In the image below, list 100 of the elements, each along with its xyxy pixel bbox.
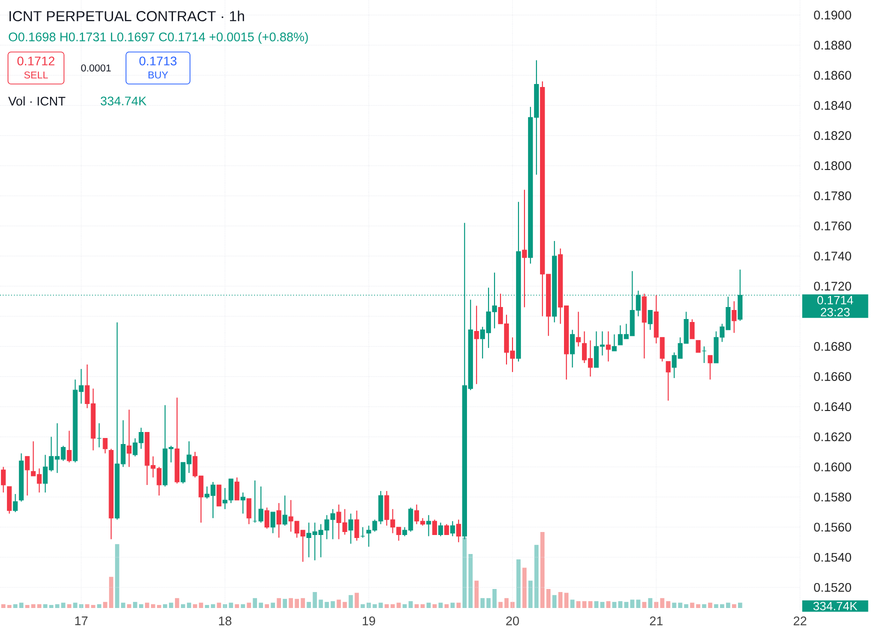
candlestick bbox=[444, 524, 450, 536]
candlestick bbox=[570, 329, 575, 368]
candlestick bbox=[732, 300, 737, 334]
bar bbox=[492, 589, 497, 608]
y-tick-label: 0.1640 bbox=[814, 402, 852, 412]
bar bbox=[534, 544, 539, 608]
bar bbox=[354, 592, 359, 608]
candlestick bbox=[102, 438, 108, 454]
bar bbox=[540, 532, 545, 608]
candlestick bbox=[474, 305, 479, 385]
candlestick bbox=[612, 334, 617, 352]
bar bbox=[97, 604, 102, 608]
bar bbox=[228, 602, 234, 608]
bar bbox=[606, 601, 610, 608]
annotation: 0.0001 bbox=[81, 64, 111, 72]
bar bbox=[67, 604, 72, 608]
bar bbox=[127, 604, 132, 608]
candlestick bbox=[240, 492, 246, 514]
bar bbox=[498, 602, 503, 608]
candlestick bbox=[690, 318, 695, 340]
candlestick bbox=[426, 514, 432, 537]
bar bbox=[180, 604, 186, 608]
bar bbox=[222, 604, 228, 608]
candlestick bbox=[708, 354, 713, 380]
candlestick bbox=[234, 476, 240, 501]
bar bbox=[133, 602, 138, 608]
candlestick bbox=[24, 456, 30, 496]
bar bbox=[300, 598, 305, 608]
candlestick bbox=[606, 330, 611, 362]
y-tick-label: 0.1620 bbox=[814, 432, 852, 442]
candlestick bbox=[282, 495, 288, 526]
bar bbox=[258, 602, 264, 608]
bar bbox=[174, 598, 180, 608]
chart-subtitle: 334.74K bbox=[100, 96, 146, 106]
bar bbox=[139, 604, 144, 608]
bar bbox=[588, 601, 592, 608]
candlestick bbox=[0, 466, 6, 494]
y-tick-label: 0.1900 bbox=[814, 10, 852, 20]
bar bbox=[432, 604, 437, 608]
bar bbox=[264, 604, 270, 608]
y-tick-label: 0.1780 bbox=[814, 191, 852, 200]
bar bbox=[552, 595, 557, 608]
candlestick bbox=[216, 484, 222, 507]
ref-line-label: 0.1714 bbox=[817, 296, 854, 304]
bar bbox=[582, 601, 586, 608]
candlestick bbox=[666, 360, 671, 402]
candlestick bbox=[126, 409, 132, 468]
y-tick-label: 0.1820 bbox=[814, 131, 852, 140]
candlestick bbox=[246, 498, 252, 525]
bar bbox=[564, 592, 569, 608]
candlestick bbox=[522, 189, 527, 308]
bar bbox=[474, 580, 479, 608]
y-tick-label: 0.1520 bbox=[814, 583, 852, 592]
annotation: 0.1713 bbox=[139, 56, 176, 66]
bar bbox=[702, 604, 706, 608]
y-tick-label: 0.1840 bbox=[814, 101, 852, 110]
y-tick-label: 0.1560 bbox=[814, 522, 852, 532]
y-tick-label: 0.1580 bbox=[814, 492, 852, 502]
candlestick bbox=[648, 310, 653, 330]
bar bbox=[252, 598, 258, 608]
text: 23:23 bbox=[820, 308, 850, 316]
bar bbox=[528, 580, 533, 608]
bar bbox=[282, 598, 287, 608]
bar bbox=[192, 604, 198, 608]
bar bbox=[151, 604, 156, 608]
text: 334.74K bbox=[813, 602, 858, 610]
bar bbox=[468, 554, 473, 608]
candlestick bbox=[450, 520, 455, 537]
bar bbox=[204, 604, 210, 608]
y-tick-label: 0.1540 bbox=[814, 552, 852, 562]
bar bbox=[444, 604, 449, 608]
y-tick-label: 0.1860 bbox=[814, 70, 852, 80]
y-tick-label: 0.1720 bbox=[814, 282, 852, 291]
bar bbox=[210, 604, 216, 608]
bar bbox=[486, 598, 491, 608]
annotation: SELL bbox=[24, 71, 48, 79]
candlestick bbox=[354, 510, 360, 542]
bar bbox=[234, 604, 240, 608]
candlestick bbox=[12, 494, 18, 513]
candlestick bbox=[576, 311, 581, 347]
y-tick-label: 0.1800 bbox=[814, 161, 852, 170]
x-tick-label: 19 bbox=[362, 616, 376, 626]
bar bbox=[156, 604, 162, 608]
bar bbox=[450, 602, 455, 608]
chart-title: Vol · ICNT bbox=[8, 96, 66, 106]
bar bbox=[648, 598, 652, 608]
bar bbox=[216, 602, 222, 608]
x-tick-label: 17 bbox=[75, 616, 88, 626]
y-tick-label: 0.1660 bbox=[814, 372, 852, 381]
candlestick bbox=[264, 507, 270, 530]
candlestick bbox=[276, 502, 282, 538]
bar bbox=[456, 602, 461, 608]
bar bbox=[246, 602, 252, 608]
bar bbox=[576, 601, 580, 608]
bar bbox=[522, 568, 527, 608]
bar bbox=[186, 602, 192, 608]
bar bbox=[276, 598, 281, 608]
y-tick-label: 0.1680 bbox=[814, 342, 852, 351]
bar bbox=[726, 602, 730, 608]
bar bbox=[570, 600, 574, 608]
